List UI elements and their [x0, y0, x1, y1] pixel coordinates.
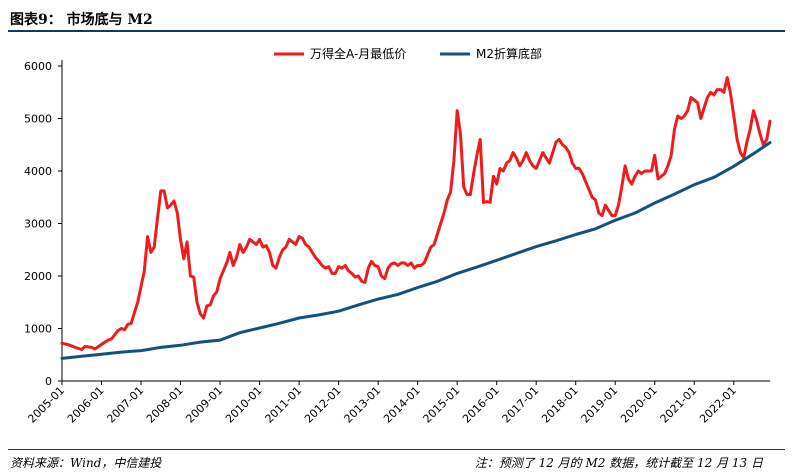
y-tick-label: 6000 — [24, 60, 52, 73]
series-line-market-low — [60, 76, 772, 351]
legend-label-m2-bottom: M2折算底部 — [476, 46, 542, 61]
x-tick-label: 2009-01 — [183, 384, 225, 426]
y-tick-label: 1000 — [24, 323, 52, 336]
x-tick-label: 2014-01 — [381, 384, 423, 426]
x-tick-label: 2022-01 — [697, 384, 739, 426]
x-tick-label: 2018-01 — [539, 384, 581, 426]
page-title: 图表9： 市场底与 M2 — [10, 12, 153, 28]
line-chart: 01000200030004000500060002005-012006-012… — [24, 46, 772, 426]
y-tick-label: 5000 — [24, 113, 52, 126]
x-tick-label: 2021-01 — [658, 384, 700, 426]
x-tick-label: 2010-01 — [223, 384, 265, 426]
source-note: 资料来源：Wind，中信建投 — [10, 456, 162, 470]
x-tick-label: 2005-01 — [25, 384, 67, 426]
x-tick-label: 2013-01 — [342, 384, 384, 426]
y-tick-label: 4000 — [24, 165, 52, 178]
x-tick-label: 2008-01 — [144, 384, 186, 426]
footer-divider — [8, 449, 785, 450]
x-tick-label: 2011-01 — [263, 384, 305, 426]
legend-label-market-low: 万得全A-月最低价 — [310, 46, 406, 61]
x-tick-label: 2019-01 — [579, 384, 621, 426]
x-tick-label: 2016-01 — [460, 384, 502, 426]
chart-area: 0 1000 2000 3000 4000 5000 6000 2005-01 2006-01 2… — [0, 36, 793, 446]
footnote: 注：预测了 12 月的 M2 数据，统计截至 12 月 13 日 — [474, 456, 763, 470]
x-tick-label: 2006-01 — [65, 384, 107, 426]
y-tick-label: 3000 — [24, 218, 52, 231]
series-line-m2-bottom — [60, 141, 772, 360]
x-tick-label: 2015-01 — [421, 384, 463, 426]
title-divider — [8, 30, 785, 32]
title-bar: 图表9： 市场底与 M2 — [8, 6, 785, 32]
x-tick-label: 2012-01 — [302, 384, 344, 426]
y-tick-label: 0 — [45, 375, 52, 388]
x-tick-label: 2007-01 — [104, 384, 146, 426]
y-tick-label: 2000 — [24, 270, 52, 283]
x-tick-label: 2017-01 — [500, 384, 542, 426]
x-tick-label: 2020-01 — [618, 384, 660, 426]
